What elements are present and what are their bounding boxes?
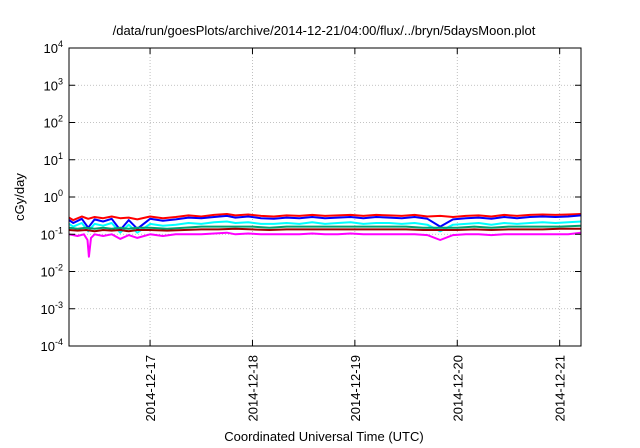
y-tick-label: 103 [44, 76, 63, 93]
y-tick-label: 104 [44, 39, 63, 56]
chart-title: /data/run/goesPlots/archive/2014-12-21/0… [113, 23, 536, 38]
x-tick-label: 2014-12-20 [450, 355, 465, 422]
tick-layer: 10-4 10-3 10-2 10-1 100 101 102 103 104 2014-12-1… [41, 39, 581, 422]
series-line-2 [68, 214, 582, 231]
x-axis-label: Coordinated Universal Time (UTC) [224, 429, 423, 444]
series-line-1 [68, 213, 582, 222]
x-tick-label: 2014-12-17 [143, 355, 158, 422]
x-tick-label: 2014-12-19 [348, 355, 363, 422]
series-line-6 [68, 231, 582, 258]
y-tick-label: 10-4 [41, 337, 63, 354]
y-tick-label: 100 [44, 188, 63, 205]
series-layer [68, 213, 582, 258]
y-tick-label: 101 [44, 151, 63, 168]
y-tick-label: 10-3 [41, 300, 63, 317]
x-tick-label: 2014-12-21 [553, 355, 568, 422]
x-tick-label: 2014-12-18 [245, 355, 260, 422]
grid-layer [69, 48, 581, 346]
y-axis-label: cGy/day [12, 173, 27, 221]
y-tick-label: 10-1 [41, 225, 63, 242]
series-line-4 [68, 224, 582, 230]
series-line-5 [68, 227, 581, 233]
y-tick-label: 10-2 [41, 263, 63, 280]
y-tick-label: 102 [44, 114, 63, 131]
